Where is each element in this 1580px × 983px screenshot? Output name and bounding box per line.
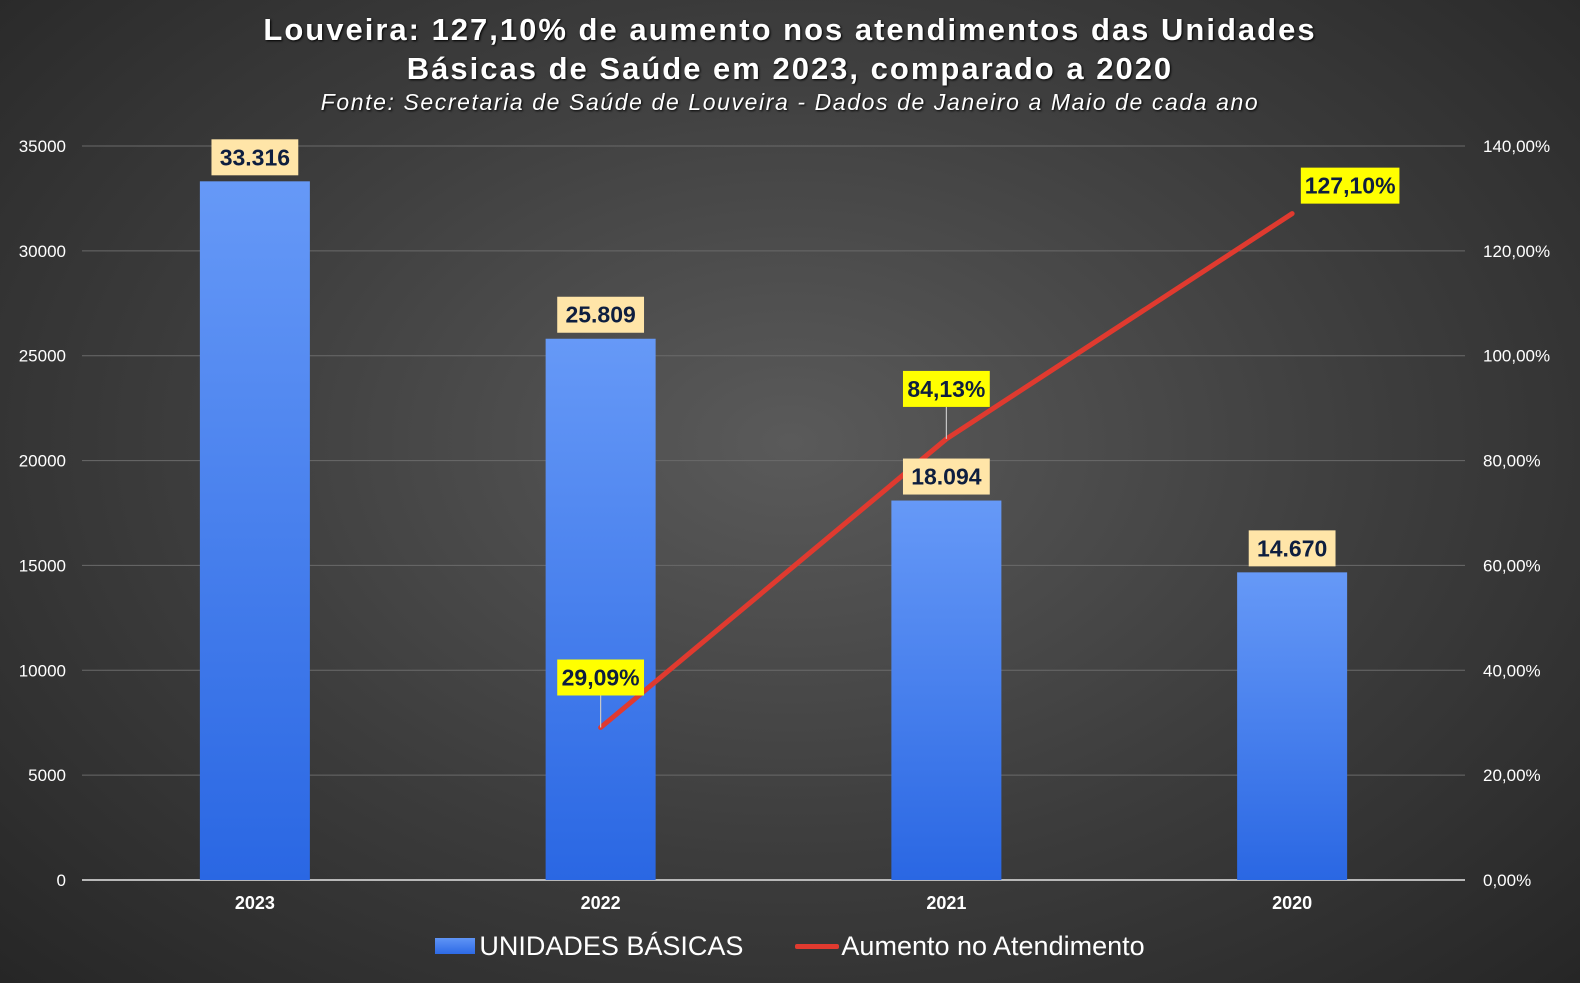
bar	[199, 181, 310, 880]
left-axis: 0 5000 10000 15000 20000 25000 30000 35000	[19, 137, 66, 890]
left-axis-tick-label: 5000	[28, 766, 66, 785]
right-axis-tick-label: 80,00%	[1483, 452, 1541, 471]
line-data-label: 127,10%	[1305, 173, 1396, 199]
right-axis-tick-label: 20,00%	[1483, 766, 1541, 785]
legend-item-line: Aumento no Atendimento	[795, 930, 1145, 962]
right-axis-tick-label: 60,00%	[1483, 556, 1541, 575]
bar-data-label-group: 14.670	[1248, 530, 1336, 567]
left-axis-tick-label: 0	[57, 871, 66, 890]
left-axis-tick-label: 30000	[19, 242, 66, 261]
bar-data-label-group: 18.094	[902, 458, 990, 495]
chart-subtitle: Fonte: Secretaria de Saúde de Louveira -…	[320, 89, 1260, 115]
bar-data-label: 14.670	[1257, 535, 1327, 561]
x-axis-tick-label: 2022	[581, 893, 621, 913]
left-axis-tick-label: 20000	[19, 452, 66, 471]
right-axis: 0,00% 20,00% 40,00% 60,00% 80,00% 100,00% 120,…	[1483, 137, 1550, 890]
bar-series	[199, 181, 1348, 880]
line-data-label-group: 127,10%	[1300, 167, 1400, 204]
line-series	[598, 211, 1295, 730]
bar-data-label: 33.316	[220, 144, 290, 170]
bar	[545, 338, 656, 880]
left-axis-tick-label: 10000	[19, 661, 66, 680]
line-data-label-background	[1300, 167, 1400, 204]
line-data-label-background	[557, 659, 645, 696]
bar-data-label-background	[1248, 530, 1336, 567]
bar-data-label-background	[211, 139, 299, 176]
legend-item-bars: UNIDADES BÁSICAS	[435, 931, 743, 962]
bar-data-label-background	[557, 296, 645, 333]
legend-bars-label: UNIDADES BÁSICAS	[479, 930, 744, 961]
gridlines	[82, 145, 1465, 881]
x-axis-tick-label: 2020	[1272, 893, 1312, 913]
bar-data-label: 25.809	[565, 302, 635, 328]
right-axis-tick-label: 0,00%	[1483, 871, 1531, 890]
bar-data-label-background	[902, 458, 990, 495]
left-axis-tick-label: 15000	[19, 556, 66, 575]
right-axis-tick-label: 140,00%	[1483, 137, 1550, 156]
legend-line-label: Aumento no Atendimento	[841, 930, 1145, 961]
bar-data-label-group: 25.809	[557, 296, 645, 333]
right-axis-tick-label: 40,00%	[1483, 661, 1541, 680]
left-axis-tick-label: 25000	[19, 347, 66, 366]
chart-title-block: Louveira: 127,10% de aumento nos atendim…	[0, 10, 1580, 116]
line-data-label: 29,09%	[562, 664, 640, 690]
line-data-label-background	[902, 370, 990, 407]
chart-title-line-2: Básicas de Saúde em 2023, comparado a 20…	[406, 51, 1174, 86]
legend-bar-swatch	[435, 938, 476, 954]
x-axis: 2023 2022 2021 2020	[235, 893, 1312, 913]
x-axis-tick-label: 2021	[926, 893, 966, 913]
right-axis-tick-label: 100,00%	[1483, 347, 1550, 366]
left-axis-tick-label: 35000	[19, 137, 66, 156]
data-labels: 33.316 25.809 18.094 14.670 29,09% 84,13% 127,…	[211, 139, 1400, 696]
line-data-label-group: 29,09%	[557, 659, 645, 696]
bar	[891, 500, 1002, 880]
legend-line-swatch	[795, 943, 840, 949]
chart-title-line-1: Louveira: 127,10% de aumento nos atendim…	[263, 12, 1317, 47]
bar-data-label: 18.094	[911, 464, 982, 490]
right-axis-tick-label: 120,00%	[1483, 242, 1550, 261]
legend: UNIDADES BÁSICAS Aumento no Atendimento	[0, 926, 1580, 966]
bar-data-label-group: 33.316	[211, 139, 299, 176]
x-axis-tick-label: 2023	[235, 893, 275, 913]
bar	[1237, 572, 1348, 880]
line-data-label: 84,13%	[907, 376, 985, 402]
line-data-label-group: 84,13%	[902, 370, 990, 407]
